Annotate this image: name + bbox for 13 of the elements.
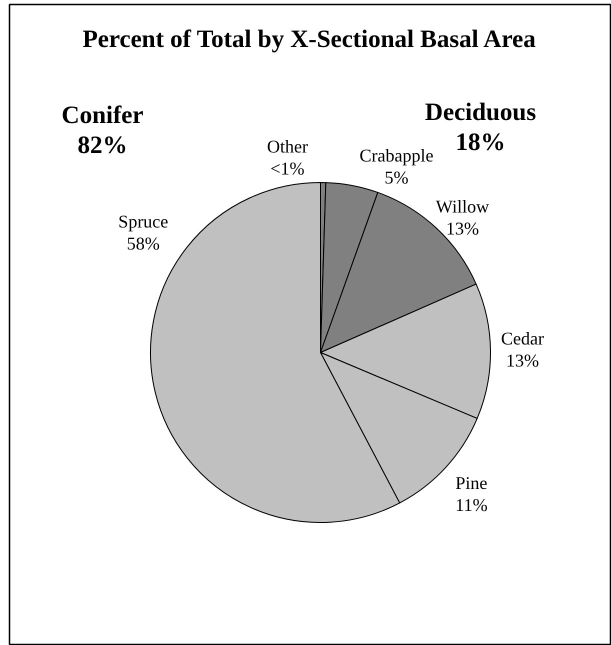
chart-title: Percent of Total by X-Sectional Basal Area [82,26,536,53]
slice-label: Pine [455,473,488,494]
text: Conifer 82% [62,102,144,159]
slice-label: Other [266,136,308,156]
data-label: 13% [506,350,539,370]
data-label: 5% [384,167,408,188]
data-label: 11% [455,495,488,516]
slice-label: Spruce [118,212,168,232]
data-label: 13% [446,218,479,238]
slice-label: Willow [436,196,490,216]
data-label: <1% [270,158,305,178]
slice-label: Cedar [500,328,544,348]
data-label: 58% [126,234,160,254]
